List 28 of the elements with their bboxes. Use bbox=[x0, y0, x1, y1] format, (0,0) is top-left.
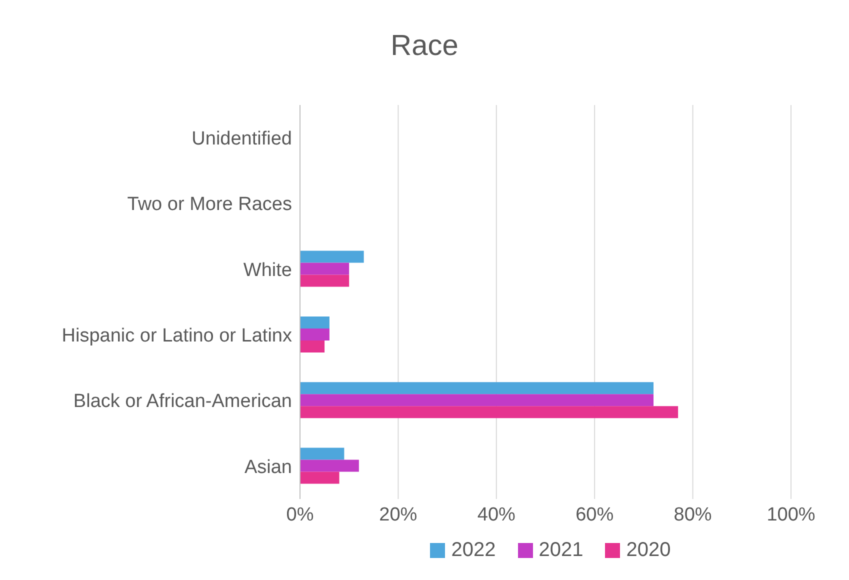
x-tick-label: 0% bbox=[286, 504, 314, 526]
legend-label: 2021 bbox=[538, 539, 584, 562]
bar bbox=[300, 382, 654, 394]
x-tick-label: 20% bbox=[379, 504, 418, 526]
y-tick-label: Two or More Races bbox=[127, 194, 292, 216]
bar bbox=[300, 262, 350, 275]
bar bbox=[300, 394, 654, 406]
bar bbox=[300, 460, 359, 472]
x-tick-label: 40% bbox=[477, 504, 516, 526]
y-tick-label: Unidentified bbox=[192, 128, 292, 150]
bar bbox=[300, 448, 344, 460]
bar bbox=[300, 472, 340, 484]
bar bbox=[300, 250, 364, 263]
legend-label: 2022 bbox=[451, 539, 496, 562]
bar bbox=[300, 274, 350, 287]
y-tick-label: Black or African-American bbox=[73, 391, 292, 412]
x-tick-label: 100% bbox=[766, 504, 816, 526]
x-tick-label: 60% bbox=[576, 504, 614, 526]
legend-label: 2020 bbox=[626, 539, 671, 562]
y-tick-label: White bbox=[243, 260, 292, 281]
bar bbox=[300, 340, 325, 352]
x-tick-label: 80% bbox=[674, 504, 712, 526]
chart-title: Race bbox=[390, 30, 460, 63]
bar bbox=[300, 328, 330, 340]
y-tick-label: Asian bbox=[244, 456, 292, 478]
bar bbox=[300, 406, 678, 418]
y-tick-label: Hispanic or Latino or Latinx bbox=[62, 326, 292, 347]
bar bbox=[300, 316, 330, 328]
